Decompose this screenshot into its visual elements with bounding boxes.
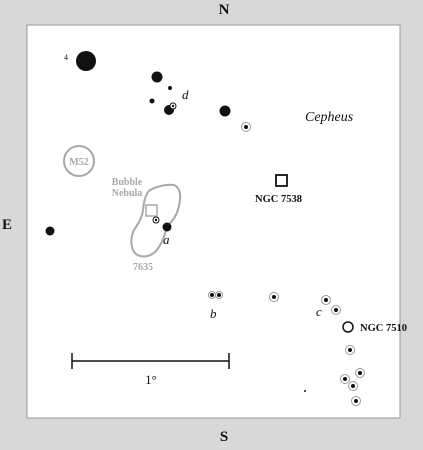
star-letter-b: b xyxy=(210,306,217,321)
bubble-label-line2: Nebula xyxy=(112,188,143,199)
star-letter-c: c xyxy=(316,304,322,319)
ngc7538-label: NGC 7538 xyxy=(255,194,302,205)
m52-cluster: M52 xyxy=(63,145,95,177)
scale-bar: 1° xyxy=(71,353,230,387)
magnitude-label: 4 xyxy=(64,53,68,62)
ringed-star xyxy=(348,381,358,391)
star xyxy=(162,222,172,232)
ringed-star xyxy=(169,102,177,110)
ringed-star xyxy=(152,216,160,224)
m52-label: M52 xyxy=(69,157,88,168)
ringed-star xyxy=(215,291,223,299)
ngc7538-marker xyxy=(275,174,288,187)
scale-label: 1° xyxy=(145,372,157,387)
star xyxy=(76,51,96,71)
ngc7635-label: 7635 xyxy=(133,262,153,273)
ringed-star xyxy=(355,368,365,378)
ringed-star xyxy=(321,295,331,305)
ringed-star xyxy=(269,292,279,302)
compass-south: S xyxy=(220,429,228,445)
ringed-star xyxy=(331,305,341,315)
compass-east: E xyxy=(2,217,12,233)
bubble-nebula: Bubble Nebula 7635 xyxy=(112,177,182,273)
star xyxy=(151,71,163,83)
star xyxy=(45,226,55,236)
ringed-star xyxy=(208,291,216,299)
ngc7510-label: NGC 7510 xyxy=(360,323,407,334)
star xyxy=(168,86,172,90)
ngc7510-marker xyxy=(342,321,354,333)
star-letter-d: d xyxy=(182,87,189,102)
ringed-star xyxy=(241,122,251,132)
constellation-label: Cepheus xyxy=(305,110,354,125)
star-letter-a: a xyxy=(163,232,170,247)
star xyxy=(149,98,155,104)
bubble-marker xyxy=(145,204,158,217)
ringed-star xyxy=(345,345,355,355)
compass-north: N xyxy=(219,2,230,18)
star xyxy=(304,390,306,392)
ringed-star xyxy=(351,396,361,406)
star xyxy=(219,105,231,117)
ringed-star xyxy=(340,374,350,384)
chart-frame xyxy=(26,24,401,419)
ringed-stars xyxy=(152,102,365,406)
bubble-label-line1: Bubble xyxy=(112,177,143,188)
stars xyxy=(45,51,306,392)
